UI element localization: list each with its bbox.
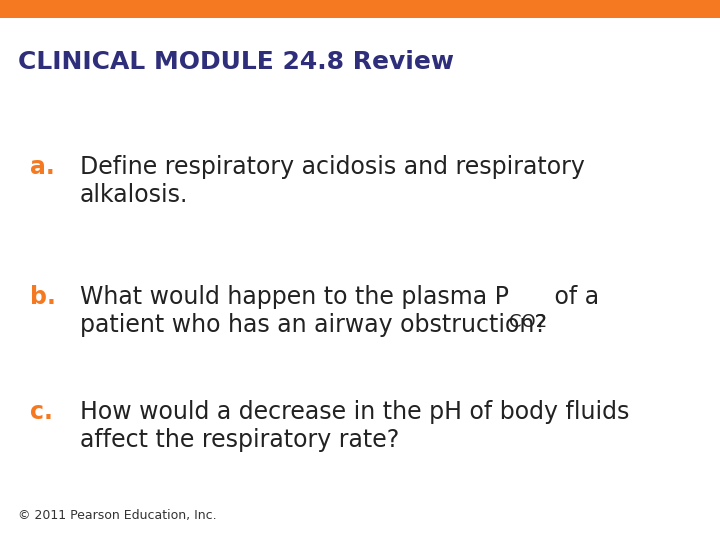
Text: CLINICAL MODULE 24.8 Review: CLINICAL MODULE 24.8 Review: [18, 50, 454, 74]
Text: a.: a.: [30, 155, 55, 179]
Text: b.: b.: [30, 285, 56, 309]
Text: alkalosis.: alkalosis.: [80, 183, 189, 207]
Text: Define respiratory acidosis and respiratory: Define respiratory acidosis and respirat…: [80, 155, 585, 179]
Bar: [0, 0, 720, 18]
Text: How would a decrease in the pH of body fluids: How would a decrease in the pH of body f…: [80, 400, 629, 424]
Text: patient who has an airway obstruction?: patient who has an airway obstruction?: [80, 313, 547, 337]
Text: of a: of a: [547, 285, 599, 309]
Text: What would happen to the plasma P: What would happen to the plasma P: [80, 285, 509, 309]
Text: CO2: CO2: [509, 313, 547, 331]
Text: affect the respiratory rate?: affect the respiratory rate?: [80, 428, 400, 452]
Text: © 2011 Pearson Education, Inc.: © 2011 Pearson Education, Inc.: [18, 509, 217, 522]
Text: c.: c.: [30, 400, 53, 424]
